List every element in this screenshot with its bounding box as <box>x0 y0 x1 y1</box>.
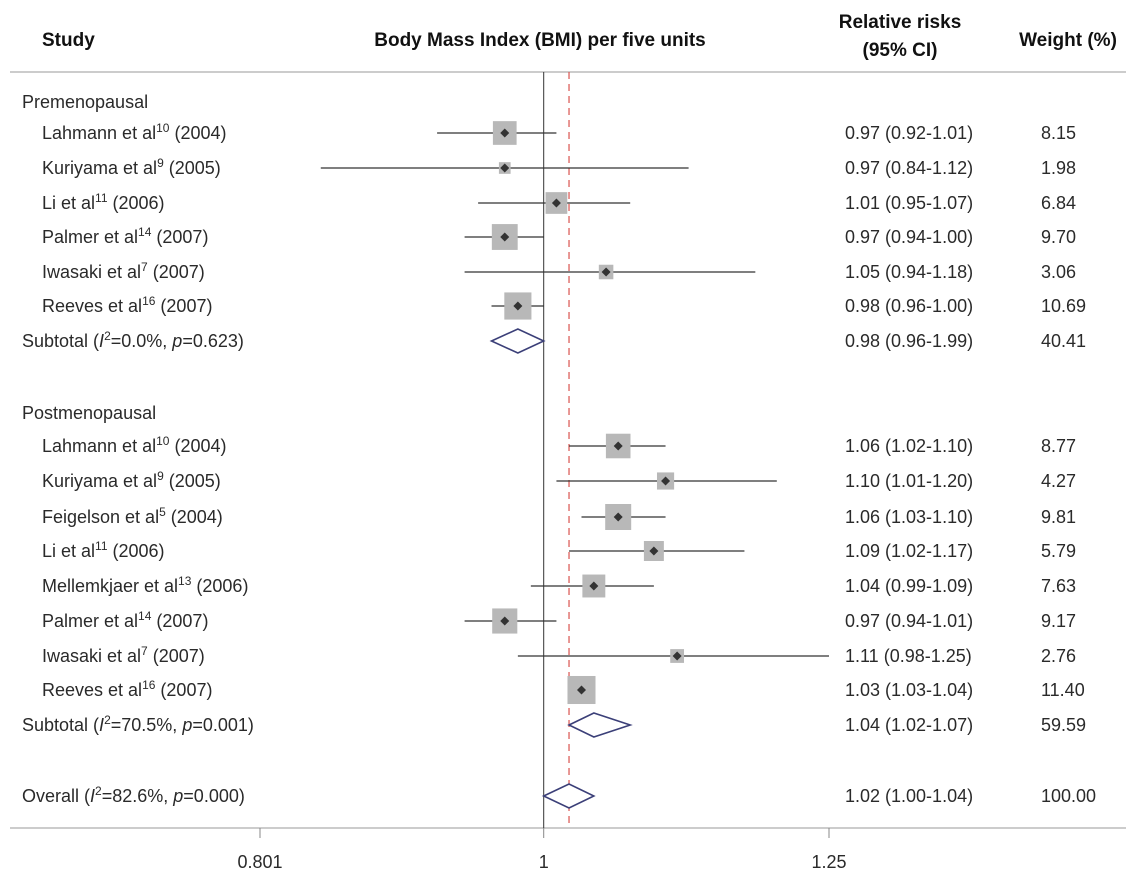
point-estimate <box>576 685 586 695</box>
point-estimate <box>500 232 510 242</box>
chart-rows: Premenopausal Lahmann et al10 (2004) 0.97 … <box>22 92 1096 806</box>
study-label: Mellemkjaer et al13 (2006) <box>42 574 248 596</box>
weight-value: 2.76 <box>1041 646 1076 666</box>
overall-weight-value: 100.00 <box>1041 786 1096 806</box>
rr-ci-value: 0.97 (0.92-1.01) <box>845 123 973 143</box>
subtotal-label: Subtotal (I2=70.5%, p=0.001) <box>22 713 254 735</box>
rr-ci-value: 1.05 (0.94-1.18) <box>845 262 973 282</box>
subtotal-rr-ci-value: 1.04 (1.02-1.07) <box>845 715 973 735</box>
study-label: Li et al11 (2006) <box>42 191 165 213</box>
study-label: Kuriyama et al9 (2005) <box>42 156 221 178</box>
header-rr-line1: Relative risks <box>839 12 962 33</box>
rr-ci-value: 1.11 (0.98-1.25) <box>845 646 972 666</box>
rr-ci-value: 1.01 (0.95-1.07) <box>845 193 973 213</box>
overall-label: Overall (I2=82.6%, p=0.000) <box>22 784 245 806</box>
header-study: Study <box>42 30 95 51</box>
point-estimate <box>551 198 561 208</box>
subtotal-weight-value: 59.59 <box>1041 715 1086 735</box>
study-label: Kuriyama et al9 (2005) <box>42 469 221 491</box>
group-label: Postmenopausal <box>22 403 156 423</box>
weight-value: 3.06 <box>1041 262 1076 282</box>
weight-value: 11.40 <box>1041 680 1085 700</box>
point-estimate <box>500 128 510 138</box>
point-estimate <box>500 163 510 173</box>
study-label: Lahmann et al10 (2004) <box>42 434 227 456</box>
weight-value: 7.63 <box>1041 576 1076 596</box>
point-estimate <box>661 476 671 486</box>
rr-ci-value: 0.97 (0.94-1.00) <box>845 227 973 247</box>
point-estimate <box>649 546 659 556</box>
rr-ci-value: 1.06 (1.03-1.10) <box>845 507 973 527</box>
weight-value: 9.81 <box>1041 507 1076 527</box>
rr-ci-value: 1.09 (1.02-1.17) <box>845 541 973 561</box>
weight-value: 4.27 <box>1041 471 1076 491</box>
study-label: Iwasaki et al7 (2007) <box>42 260 205 282</box>
header-weight: Weight (%) <box>1019 30 1117 51</box>
rr-ci-value: 0.97 (0.84-1.12) <box>845 158 973 178</box>
study-label: Iwasaki et al7 (2007) <box>42 644 205 666</box>
header-rr-line2: (95% CI) <box>863 40 938 61</box>
subtotal-label: Subtotal (I2=0.0%, p=0.623) <box>22 329 244 351</box>
study-label: Feigelson et al5 (2004) <box>42 505 223 527</box>
weight-value: 1.98 <box>1041 158 1076 178</box>
weight-value: 10.69 <box>1041 296 1086 316</box>
rr-ci-value: 1.04 (0.99-1.09) <box>845 576 973 596</box>
chart-marks <box>320 72 829 828</box>
point-estimate <box>513 301 523 311</box>
study-label: Palmer et al14 (2007) <box>42 225 208 247</box>
study-label: Palmer et al14 (2007) <box>42 609 208 631</box>
study-label: Lahmann et al10 (2004) <box>42 121 227 143</box>
point-estimate <box>672 651 682 661</box>
x-axis-ticks: 0.801 1 1.25 <box>237 828 847 872</box>
x-tick-label: 0.801 <box>237 852 282 872</box>
rr-ci-value: 1.03 (1.03-1.04) <box>845 680 973 700</box>
group-label: Premenopausal <box>22 92 148 112</box>
rr-ci-value: 0.98 (0.96-1.00) <box>845 296 973 316</box>
point-estimate <box>613 441 623 451</box>
weight-value: 8.77 <box>1041 436 1076 456</box>
rr-ci-value: 1.06 (1.02-1.10) <box>845 436 973 456</box>
x-tick-label: 1.25 <box>811 852 846 872</box>
overall-diamond <box>541 783 596 809</box>
study-label: Reeves et al16 (2007) <box>42 294 212 316</box>
rr-ci-value: 0.97 (0.94-1.01) <box>845 611 973 631</box>
overall-rr-ci-value: 1.02 (1.00-1.04) <box>845 786 973 806</box>
weight-value: 9.17 <box>1041 611 1076 631</box>
weight-value: 8.15 <box>1041 123 1076 143</box>
point-estimate <box>601 267 611 277</box>
study-label: Reeves et al16 (2007) <box>42 678 212 700</box>
rr-ci-value: 1.10 (1.01-1.20) <box>845 471 973 491</box>
subtotal-diamond <box>489 328 546 354</box>
subtotal-diamond <box>567 712 633 738</box>
point-estimate <box>500 616 510 626</box>
weight-value: 5.79 <box>1041 541 1076 561</box>
study-label: Li et al11 (2006) <box>42 539 165 561</box>
x-tick-label: 1 <box>539 852 549 872</box>
plot-title: Body Mass Index (BMI) per five units <box>374 30 706 51</box>
weight-value: 6.84 <box>1041 193 1076 213</box>
point-estimate <box>589 581 599 591</box>
subtotal-weight-value: 40.41 <box>1041 331 1086 351</box>
weight-value: 9.70 <box>1041 227 1076 247</box>
subtotal-rr-ci-value: 0.98 (0.96-1.99) <box>845 331 973 351</box>
point-estimate <box>613 512 623 522</box>
